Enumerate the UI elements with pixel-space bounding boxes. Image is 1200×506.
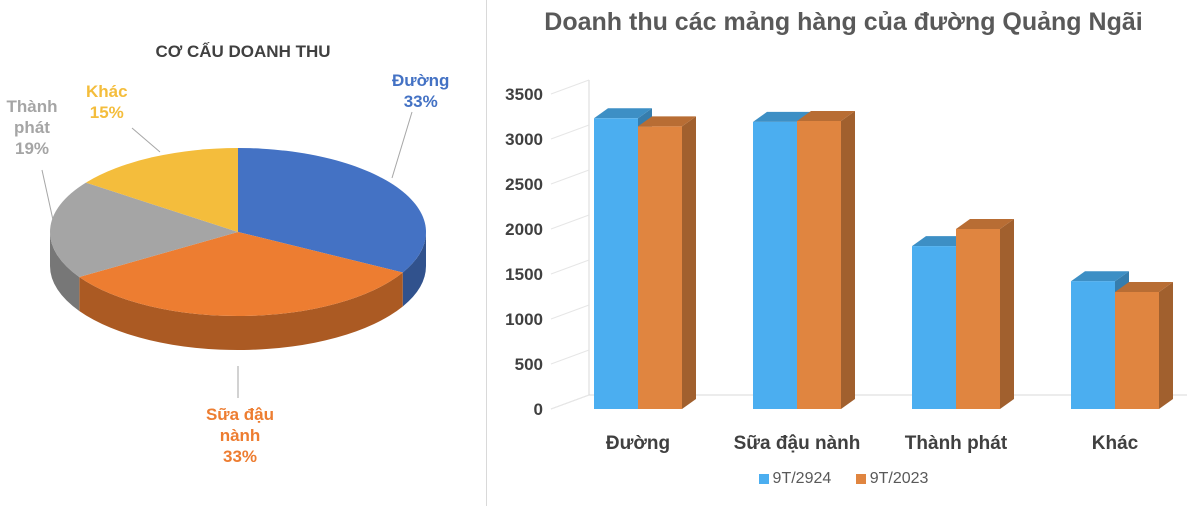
bar-top-face — [1071, 271, 1129, 282]
pie-label-sua-dau-nanh: Sữa đậu nành 33% — [190, 404, 290, 467]
y-gridline-diag — [550, 169, 590, 185]
x-tick-label-cat-4: Khác — [1092, 433, 1139, 454]
y-tick-label: 2500 — [505, 175, 543, 194]
bar-top-face — [797, 111, 855, 121]
bar-top-face — [638, 116, 696, 127]
pie-label-thanh-phat: Thành phát 19% — [2, 96, 62, 159]
y-gridline-diag — [550, 349, 590, 365]
bar-cat-2-series-2 — [797, 111, 855, 409]
bar-top-face — [753, 111, 811, 122]
bar-front-face — [912, 246, 956, 409]
bar-front-face — [638, 126, 682, 410]
y-gridline-diag — [550, 79, 590, 95]
bar-front-face — [1115, 292, 1159, 409]
legend-label-series-1: 9T/2924 — [772, 470, 832, 487]
y-gridline-diag — [550, 214, 590, 230]
bar-front-face — [1071, 281, 1115, 409]
y-tick-label: 3500 — [505, 85, 543, 104]
bar-chart: 0 500 1000 1500 2000 2500 3000 3500 Đường Sữa đậu… — [505, 79, 1187, 454]
bar-cat-1-series-2 — [638, 116, 696, 410]
y-tick-label: 0 — [534, 400, 543, 419]
pie-chart-panel: CƠ CẤU DOANH THU Đường 33% Sữa đậu nành … — [0, 0, 486, 506]
bar-side-face — [1000, 219, 1014, 409]
bar-front-face — [797, 121, 841, 409]
pie-label-thanh-phat-value: 19% — [14, 139, 50, 158]
pie-side-thanh-phat — [50, 232, 80, 312]
panel-divider — [486, 0, 487, 506]
pie-label-sua-dau-nanh-value: 33% — [222, 447, 258, 466]
y-gridline-diag — [550, 124, 590, 140]
pie-label-thanh-phat-name: Thành phát — [6, 97, 58, 137]
y-tick-label: 1000 — [505, 310, 543, 329]
pie-leader-line-thanh-phat — [41, 169, 54, 221]
bar-side-face — [682, 116, 696, 410]
y-gridline-diag — [550, 259, 590, 275]
legend-item-series-1: 9T/2924 — [758, 470, 832, 488]
pie-label-duong: Đường 33% — [392, 70, 449, 112]
pie-label-khac-value: 15% — [89, 103, 124, 122]
bar-top-face — [912, 236, 970, 247]
bar-top-face — [594, 108, 652, 119]
pie-side-sua-dau-nanh — [79, 272, 403, 351]
pie-label-duong-value: 33% — [403, 92, 438, 111]
bar-chart-title: Doanh thu các mảng hàng của đường Quảng … — [544, 8, 1143, 36]
pie-slice-thanh-phat — [49, 182, 238, 278]
y-tick-label: 1500 — [505, 265, 543, 284]
bar-front-face — [594, 118, 638, 410]
legend-item-series-2: 9T/2023 — [855, 470, 929, 488]
legend-label-series-2: 9T/2023 — [869, 470, 929, 487]
x-tick-label-cat-2: Sữa đậu nành — [734, 433, 861, 454]
pie-label-khac: Khác 15% — [86, 81, 128, 123]
y-gridline-diag — [550, 394, 590, 410]
bar-front-face — [956, 229, 1000, 409]
bar-side-face — [1159, 282, 1173, 409]
pie-side-group — [50, 232, 426, 351]
legend-swatch-series-2 — [855, 474, 866, 484]
y-gridline-diag — [550, 304, 590, 320]
pie-slice-duong — [238, 148, 426, 273]
bar-front-face — [753, 121, 797, 410]
x-tick-label-cat-3: Thành phát — [905, 433, 1008, 454]
pie-top-group — [49, 148, 426, 317]
bar-top-face — [1115, 282, 1173, 292]
bar-side-face — [841, 111, 855, 409]
y-tick-label: 2000 — [505, 220, 543, 239]
bar-cat-4-series-2 — [1115, 282, 1173, 409]
pie-leader-line-duong — [391, 111, 413, 179]
pie-label-duong-name: Đường — [392, 71, 450, 90]
pie-label-sua-dau-nanh-name: Sữa đậu nành — [205, 405, 275, 445]
legend-swatch-series-1 — [758, 474, 769, 484]
bar-chart-legend: 9T/2924 9T/2023 — [487, 470, 1200, 489]
y-tick-label: 3000 — [505, 130, 543, 149]
pie-slice-sua-dau-nanh — [79, 232, 403, 317]
x-tick-label-cat-1: Đường — [606, 433, 670, 454]
bar-top-face — [956, 219, 1014, 229]
pie-label-khac-name: Khác — [86, 82, 128, 101]
bar-cat-3-series-2 — [956, 219, 1014, 409]
pie-chart-title: CƠ CẤU DOANH THU — [155, 42, 331, 61]
y-tick-label: 500 — [515, 355, 543, 374]
pie-leader-line-khac — [131, 127, 161, 153]
pie-slice-khac — [85, 148, 238, 232]
pie-side-duong — [402, 232, 426, 307]
bar-chart-panel: Doanh thu các mảng hàng của đường Quảng … — [487, 0, 1200, 506]
